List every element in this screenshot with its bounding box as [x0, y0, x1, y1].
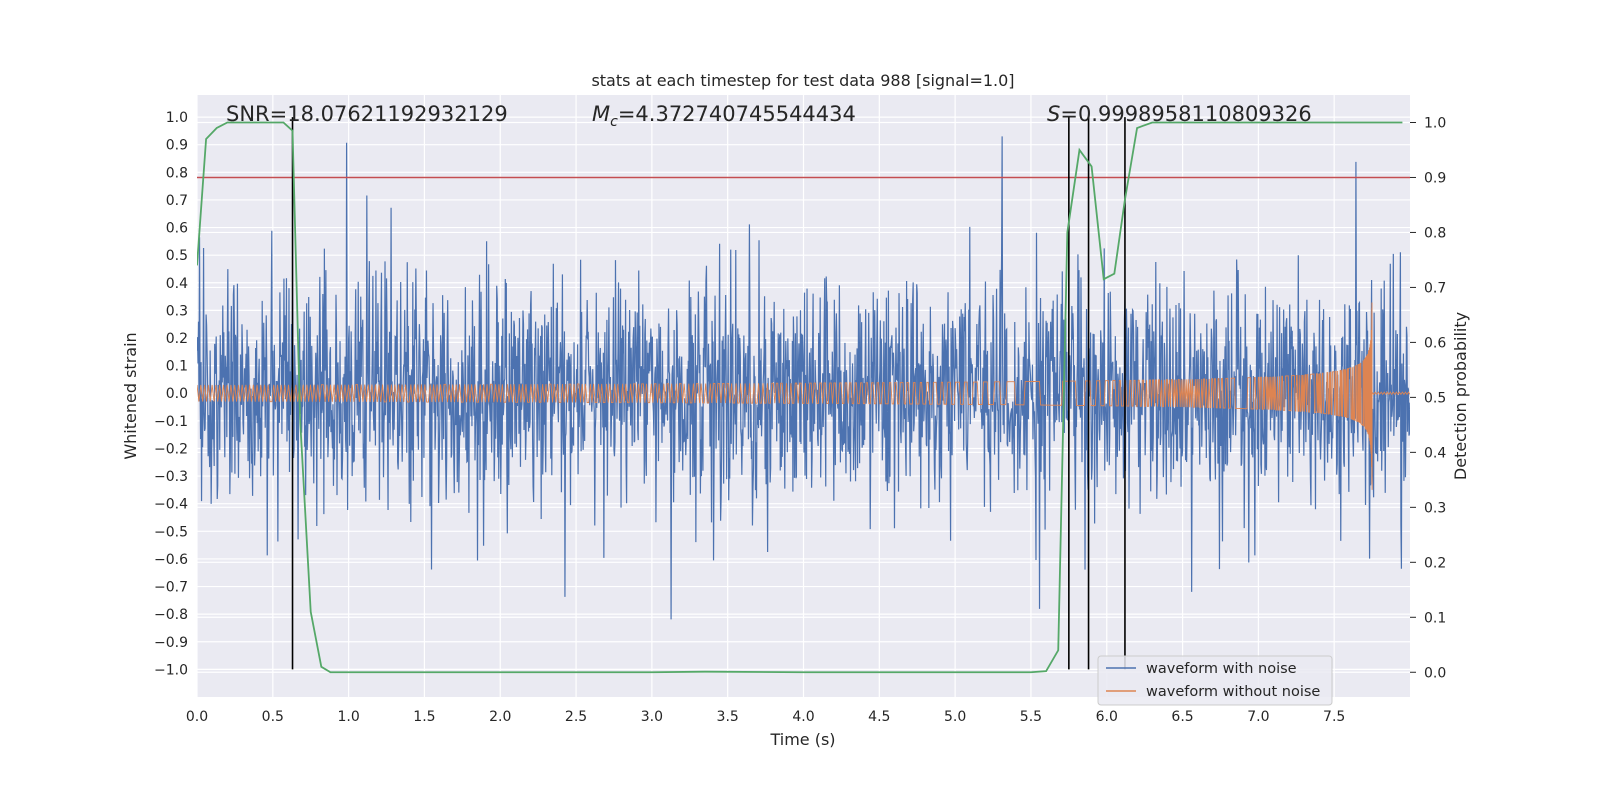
chirp-mass-value: =4.372740745544434	[618, 102, 856, 126]
x-tick-label: 5.5	[1020, 709, 1042, 725]
y2-tick-label: 0.2	[1424, 555, 1446, 571]
x-tick-label: 3.0	[641, 709, 663, 725]
vertical-markers	[291, 117, 1126, 670]
series-waveform-without-noise	[197, 302, 1410, 490]
score-value: =0.9998958110809326	[1060, 102, 1311, 126]
y2-tick-label: 0.5	[1424, 390, 1446, 406]
chirp-mass-subscript: c	[610, 114, 618, 130]
legend-box	[1097, 655, 1333, 706]
y-tick-label: 0.7	[166, 193, 188, 209]
snr-annotation: SNR=18.07621192932129	[226, 102, 508, 126]
y-tick-label: 0.5	[166, 248, 188, 264]
y-tick-label: 0.3	[166, 303, 188, 319]
y-tick-label: 0.6	[166, 221, 188, 237]
series-detection-probability	[197, 121, 1403, 674]
y-tick-label: −0.5	[154, 524, 188, 540]
y-tick-label: 0.1	[166, 359, 188, 375]
y-tick-label: 1.0	[166, 110, 188, 126]
y2-axis-ticks: 1.0 0.9 0.8 0.7 0.6 0.5 0.4 0.3 0.2 0.1 0.0	[1410, 115, 1446, 681]
x-tick-label: 2.0	[489, 709, 511, 725]
y2-tick-label: 0.9	[1424, 170, 1446, 186]
chart-title: stats at each timestep for test data 988…	[591, 71, 1014, 90]
legend-label-clean: waveform without noise	[1146, 684, 1320, 700]
x-tick-label: 0.5	[262, 709, 284, 725]
y2-tick-label: 1.0	[1424, 115, 1446, 131]
y2-tick-label: 0.8	[1424, 225, 1446, 241]
y2-tick-label: 0.0	[1424, 665, 1446, 681]
series-waveform-with-noise	[197, 136, 1410, 620]
y-tick-label: −0.7	[154, 580, 188, 596]
chirp-mass-annotation: Mc=4.372740745544434	[592, 102, 856, 130]
x-axis-ticks: 0.0 0.5 1.0 1.5 2.0 2.5 3.0 3.5 4.0 4.5 5.0 5.5 6.0 6…	[186, 709, 1345, 725]
x-axis-label: Time (s)	[769, 730, 835, 749]
y2-tick-label: 0.7	[1424, 280, 1446, 296]
x-tick-label: 7.0	[1247, 709, 1269, 725]
x-tick-label: 5.0	[944, 709, 966, 725]
y-tick-label: −0.4	[154, 497, 188, 513]
y-tick-label: −0.1	[154, 414, 188, 430]
y-tick-label: −0.8	[154, 607, 188, 623]
y2-tick-label: 0.6	[1424, 335, 1446, 351]
y-tick-label: 0.9	[166, 138, 188, 154]
x-tick-label: 4.5	[868, 709, 890, 725]
score-annotation: S=0.9998958110809326	[1047, 102, 1312, 126]
x-tick-label: 1.0	[337, 709, 359, 725]
y-tick-label: 0.4	[166, 276, 188, 292]
y-tick-label: −0.9	[154, 635, 188, 651]
y-tick-label: 0.2	[166, 331, 188, 347]
x-tick-label: 6.0	[1096, 709, 1118, 725]
y2-tick-label: 0.4	[1424, 445, 1446, 461]
x-tick-label: 7.5	[1323, 709, 1345, 725]
y2-axis-label: Detection probability	[1451, 312, 1470, 480]
x-tick-label: 4.0	[792, 709, 814, 725]
y-tick-label: −0.6	[154, 552, 188, 568]
y-tick-label: −0.3	[154, 469, 188, 485]
x-tick-label: 0.0	[186, 709, 208, 725]
x-tick-label: 1.5	[413, 709, 435, 725]
x-tick-label: 6.5	[1171, 709, 1193, 725]
x-tick-label: 3.5	[717, 709, 739, 725]
legend: waveform with noise waveform without noi…	[1097, 655, 1333, 706]
y-axis-ticks: 1.0 0.9 0.8 0.7 0.6 0.5 0.4 0.3 0.2 0.1 0.0 −0.1 −0.…	[154, 110, 188, 678]
y-tick-label: 0.8	[166, 165, 188, 181]
chirp-mass-symbol: M	[592, 102, 610, 126]
y-axis-label: Whitened strain	[121, 332, 140, 459]
y2-tick-label: 0.1	[1424, 610, 1446, 626]
score-symbol: S	[1047, 102, 1060, 126]
y-tick-label: −0.2	[154, 441, 188, 457]
legend-label-noise: waveform with noise	[1146, 661, 1297, 677]
y2-tick-label: 0.3	[1424, 500, 1446, 516]
x-tick-label: 2.5	[565, 709, 587, 725]
y-tick-label: 0.0	[166, 386, 188, 402]
y-tick-label: −1.0	[154, 662, 188, 678]
